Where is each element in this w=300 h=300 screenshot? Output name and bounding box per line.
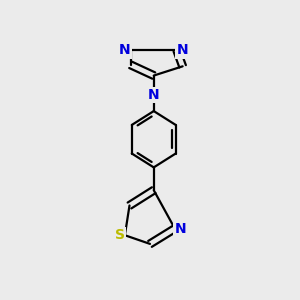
Text: N: N — [119, 44, 131, 57]
Text: S: S — [115, 228, 125, 242]
Text: N: N — [148, 88, 160, 102]
Text: N: N — [175, 222, 187, 236]
Text: N: N — [177, 44, 188, 57]
